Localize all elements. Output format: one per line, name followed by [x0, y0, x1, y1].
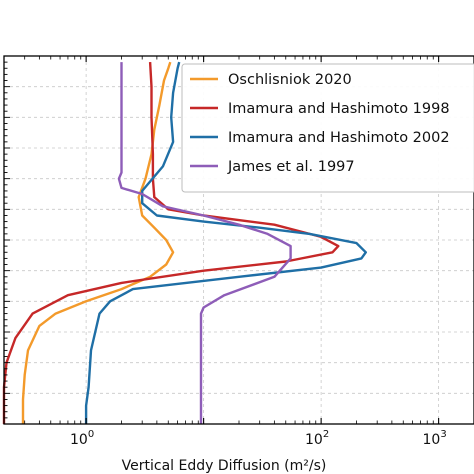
- legend-entry-4: James et al. 1997: [227, 159, 355, 175]
- x-axis-label: Vertical Eddy Diffusion (m²/s): [122, 458, 327, 474]
- x-tick-label: 102: [305, 429, 329, 448]
- legend-entry-2: Imamura and Hashimoto 1998: [228, 101, 450, 117]
- x-tick-label: 103: [423, 429, 447, 448]
- x-tick-labels: 100 102 103: [70, 429, 447, 448]
- legend-entry-1: Oschlisniok 2020: [228, 72, 352, 88]
- legend: Oschlisniok 2020 Imamura and Hashimoto 19…: [182, 64, 474, 192]
- legend-entry-3: Imamura and Hashimoto 2002: [228, 130, 450, 146]
- x-tick-label: 100: [70, 429, 94, 448]
